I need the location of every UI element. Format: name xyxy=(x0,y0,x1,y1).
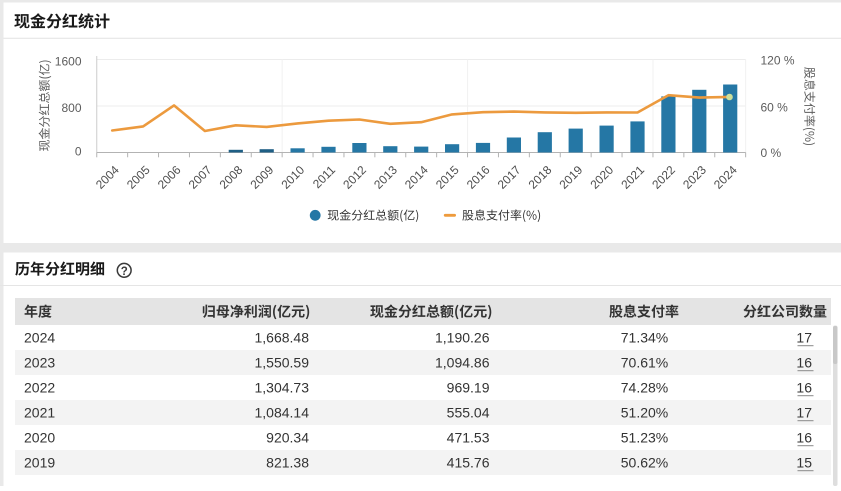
svg-text:415.76: 415.76 xyxy=(447,455,490,471)
svg-text:2020: 2020 xyxy=(24,430,55,446)
svg-text:1,190.26: 1,190.26 xyxy=(435,330,490,346)
svg-text:60 %: 60 % xyxy=(761,100,789,114)
svg-text:16: 16 xyxy=(796,430,812,446)
svg-text:17: 17 xyxy=(796,330,812,346)
svg-text:2021: 2021 xyxy=(24,405,55,421)
svg-text:51.23%: 51.23% xyxy=(621,430,668,446)
svg-text:1,094.86: 1,094.86 xyxy=(435,355,490,371)
svg-text:70.61%: 70.61% xyxy=(621,355,668,371)
svg-text:1,304.73: 1,304.73 xyxy=(255,380,310,396)
svg-text:71.34%: 71.34% xyxy=(621,330,668,346)
svg-text:50.62%: 50.62% xyxy=(621,455,668,471)
svg-text:51.20%: 51.20% xyxy=(621,405,668,421)
svg-text:1600: 1600 xyxy=(55,54,82,68)
svg-text:16: 16 xyxy=(796,355,812,371)
svg-text:1,668.48: 1,668.48 xyxy=(255,330,310,346)
svg-text:2022: 2022 xyxy=(24,380,55,396)
svg-text:2023: 2023 xyxy=(24,355,55,371)
svg-text:0 %: 0 % xyxy=(761,146,782,160)
svg-text:1,084.14: 1,084.14 xyxy=(255,405,310,421)
svg-text:821.38: 821.38 xyxy=(266,455,309,471)
svg-text:0: 0 xyxy=(75,144,82,158)
svg-text:920.34: 920.34 xyxy=(266,430,309,446)
svg-text:2019: 2019 xyxy=(24,455,55,471)
svg-text:800: 800 xyxy=(61,101,81,115)
svg-text:2024: 2024 xyxy=(24,330,55,346)
svg-text:1,550.59: 1,550.59 xyxy=(255,355,310,371)
svg-text:120 %: 120 % xyxy=(761,54,795,68)
svg-text:471.53: 471.53 xyxy=(447,430,490,446)
svg-text:16: 16 xyxy=(796,380,812,396)
svg-text:17: 17 xyxy=(796,405,812,421)
svg-text:?: ? xyxy=(121,266,128,278)
svg-text:555.04: 555.04 xyxy=(447,405,490,421)
svg-text:969.19: 969.19 xyxy=(447,380,490,396)
svg-text:74.28%: 74.28% xyxy=(621,380,668,396)
svg-text:15: 15 xyxy=(796,455,812,471)
